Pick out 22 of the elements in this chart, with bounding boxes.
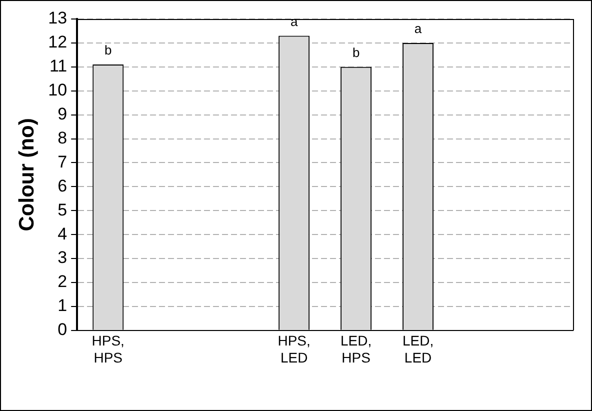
annotation: b — [352, 44, 360, 60]
y-tick-label: 2 — [58, 272, 68, 292]
y-axis-title: Colour (no) — [15, 118, 38, 232]
x-tick-label: LED, LED — [402, 332, 434, 366]
x-tick-label: HPS, LED — [278, 332, 310, 366]
annotation: b — [104, 42, 112, 58]
x-tick-label: LED, HPS — [340, 332, 372, 366]
y-tick-label: 1 — [58, 296, 68, 316]
y-tick-label: 5 — [58, 200, 68, 220]
annotation: a — [414, 21, 422, 36]
y-tick-label: 7 — [58, 152, 68, 172]
y-tick-label: 0 — [58, 320, 68, 340]
y-tick-label: 12 — [48, 32, 68, 52]
y-tick-label: 10 — [48, 80, 68, 100]
y-tick-label: 13 — [48, 8, 68, 28]
y-tick-label: 6 — [58, 176, 68, 196]
y-tick-label: 9 — [58, 104, 68, 124]
y-tick-label: 4 — [58, 224, 68, 244]
y-tick-label: 11 — [49, 56, 68, 76]
y-tick-label: 3 — [58, 248, 68, 268]
x-tick-label: HPS, HPS — [92, 332, 124, 366]
y-tick-label: 8 — [58, 128, 68, 148]
